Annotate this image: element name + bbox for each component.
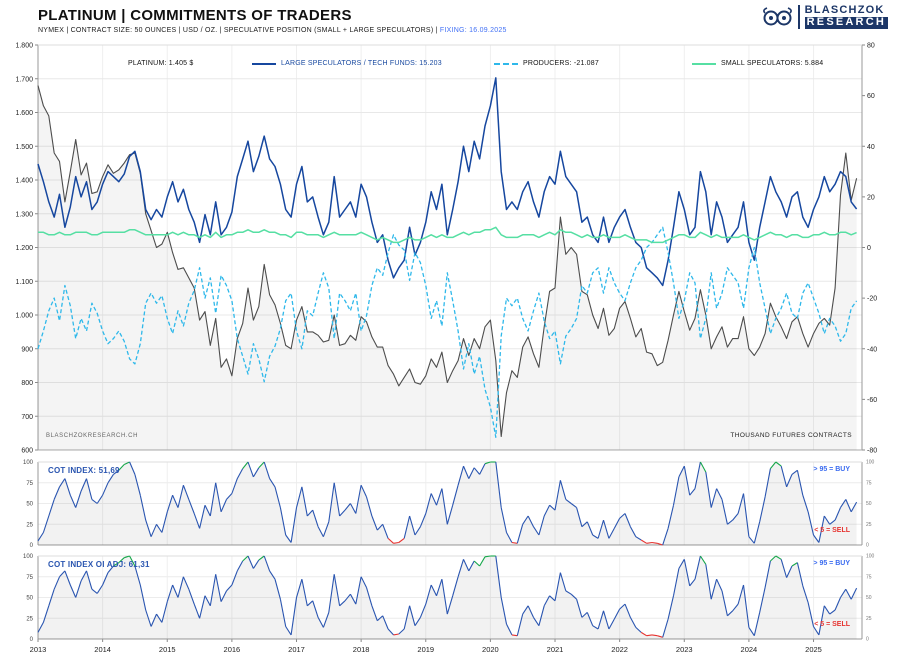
legend-small-speculators-label: SMALL SPECULATORS: 5.884 bbox=[721, 60, 824, 67]
svg-text:75: 75 bbox=[866, 574, 872, 580]
svg-text:75: 75 bbox=[26, 575, 33, 581]
green-line-swatch-icon bbox=[692, 62, 716, 65]
svg-text:1.600: 1.600 bbox=[15, 110, 33, 117]
legend-producers-label: PRODUCERS: -21.087 bbox=[523, 60, 599, 67]
svg-text:1.400: 1.400 bbox=[15, 178, 33, 185]
svg-text:1.800: 1.800 bbox=[15, 43, 33, 50]
svg-text:50: 50 bbox=[26, 502, 33, 508]
svg-text:40: 40 bbox=[867, 144, 875, 151]
svg-text:25: 25 bbox=[866, 522, 872, 528]
cot-index-oi-sell-note: < 5 = SELL bbox=[814, 621, 850, 628]
svg-text:2014: 2014 bbox=[94, 645, 111, 654]
cot-index-oi-label: COT INDEX OI ADJ: 61,31 bbox=[48, 560, 150, 569]
brand-icon bbox=[762, 7, 792, 26]
svg-text:2015: 2015 bbox=[159, 645, 176, 654]
svg-text:0: 0 bbox=[866, 637, 869, 643]
brand-name-top: BLASCHZOK bbox=[804, 4, 885, 17]
svg-text:2016: 2016 bbox=[224, 645, 241, 654]
legend-platinum-label: PLATINUM: 1.405 $ bbox=[128, 60, 194, 67]
logo-divider bbox=[797, 5, 800, 29]
svg-text:100: 100 bbox=[866, 460, 875, 466]
svg-text:75: 75 bbox=[866, 480, 872, 486]
svg-text:50: 50 bbox=[26, 596, 33, 602]
legend-platinum: PLATINUM: 1.405 $ bbox=[128, 60, 194, 67]
svg-text:2022: 2022 bbox=[611, 645, 628, 654]
report-header: PLATINUM | COMMITMENTS OF TRADERS NYMEX … bbox=[38, 7, 507, 34]
svg-text:0: 0 bbox=[866, 543, 869, 549]
svg-text:1.000: 1.000 bbox=[15, 313, 33, 320]
cot-index-sell-note: < 5 = SELL bbox=[814, 527, 850, 534]
svg-text:50: 50 bbox=[866, 501, 872, 507]
svg-text:1.200: 1.200 bbox=[15, 245, 33, 252]
svg-text:0: 0 bbox=[30, 543, 34, 549]
svg-text:0: 0 bbox=[30, 637, 34, 643]
legend-small-speculators: SMALL SPECULATORS: 5.884 bbox=[692, 60, 823, 67]
svg-text:2017: 2017 bbox=[288, 645, 305, 654]
svg-text:2024: 2024 bbox=[741, 645, 758, 654]
svg-text:75: 75 bbox=[26, 481, 33, 487]
svg-text:100: 100 bbox=[23, 554, 34, 560]
subtitle-meta: NYMEX | CONTRACT SIZE: 50 OUNCES | USD /… bbox=[38, 27, 438, 34]
svg-text:700: 700 bbox=[21, 414, 33, 421]
svg-text:1.500: 1.500 bbox=[15, 144, 33, 151]
watermark: BLASCHZOKRESEARCH.CH bbox=[46, 433, 139, 439]
svg-text:1.100: 1.100 bbox=[15, 279, 33, 286]
svg-text:25: 25 bbox=[866, 616, 872, 622]
svg-text:1.300: 1.300 bbox=[15, 211, 33, 218]
svg-text:800: 800 bbox=[21, 380, 33, 387]
fixing-date: FIXING: 16.09.2025 bbox=[439, 27, 507, 34]
svg-text:2023: 2023 bbox=[676, 645, 693, 654]
svg-text:100: 100 bbox=[866, 554, 875, 560]
cot-index-buy-note: > 95 = BUY bbox=[813, 466, 850, 473]
legend-large-speculators-label: LARGE SPECULATORS / TECH FUNDS: 15.203 bbox=[281, 60, 442, 67]
svg-text:-40: -40 bbox=[867, 346, 877, 353]
svg-text:2019: 2019 bbox=[417, 645, 434, 654]
svg-text:900: 900 bbox=[21, 346, 33, 353]
cot-index-label: COT INDEX: 51,69 bbox=[48, 466, 120, 475]
cyan-dashed-swatch-icon bbox=[494, 62, 518, 65]
blue-line-swatch-icon bbox=[252, 62, 276, 65]
svg-text:100: 100 bbox=[23, 460, 34, 466]
svg-text:80: 80 bbox=[867, 43, 875, 50]
legend-large-speculators: LARGE SPECULATORS / TECH FUNDS: 15.203 bbox=[252, 60, 442, 67]
svg-text:2018: 2018 bbox=[353, 645, 370, 654]
svg-text:-80: -80 bbox=[867, 448, 877, 455]
svg-text:2013: 2013 bbox=[30, 645, 47, 654]
svg-text:-60: -60 bbox=[867, 397, 877, 404]
svg-text:600: 600 bbox=[21, 448, 33, 455]
chart-legend: PLATINUM: 1.405 $ LARGE SPECULATORS / TE… bbox=[0, 60, 900, 72]
svg-text:25: 25 bbox=[26, 522, 33, 528]
svg-text:60: 60 bbox=[867, 93, 875, 100]
page-subtitle: NYMEX | CONTRACT SIZE: 50 OUNCES | USD /… bbox=[38, 27, 507, 34]
page-title: PLATINUM | COMMITMENTS OF TRADERS bbox=[38, 7, 352, 24]
cot-index-oi-buy-note: > 95 = BUY bbox=[813, 560, 850, 567]
svg-text:0: 0 bbox=[867, 245, 871, 252]
brand-name-bottom: RESEARCH bbox=[804, 16, 888, 29]
svg-text:2020: 2020 bbox=[482, 645, 499, 654]
svg-text:20: 20 bbox=[867, 194, 875, 201]
right-axis-unit-note: THOUSAND FUTURES CONTRACTS bbox=[730, 432, 852, 439]
svg-text:25: 25 bbox=[26, 616, 33, 622]
svg-text:2025: 2025 bbox=[805, 645, 822, 654]
brand-logo: BLASCHZOK RESEARCH bbox=[761, 5, 888, 29]
svg-text:2021: 2021 bbox=[547, 645, 564, 654]
svg-text:-20: -20 bbox=[867, 296, 877, 303]
svg-text:50: 50 bbox=[866, 595, 872, 601]
legend-producers: PRODUCERS: -21.087 bbox=[494, 60, 599, 67]
svg-text:1.700: 1.700 bbox=[15, 76, 33, 83]
